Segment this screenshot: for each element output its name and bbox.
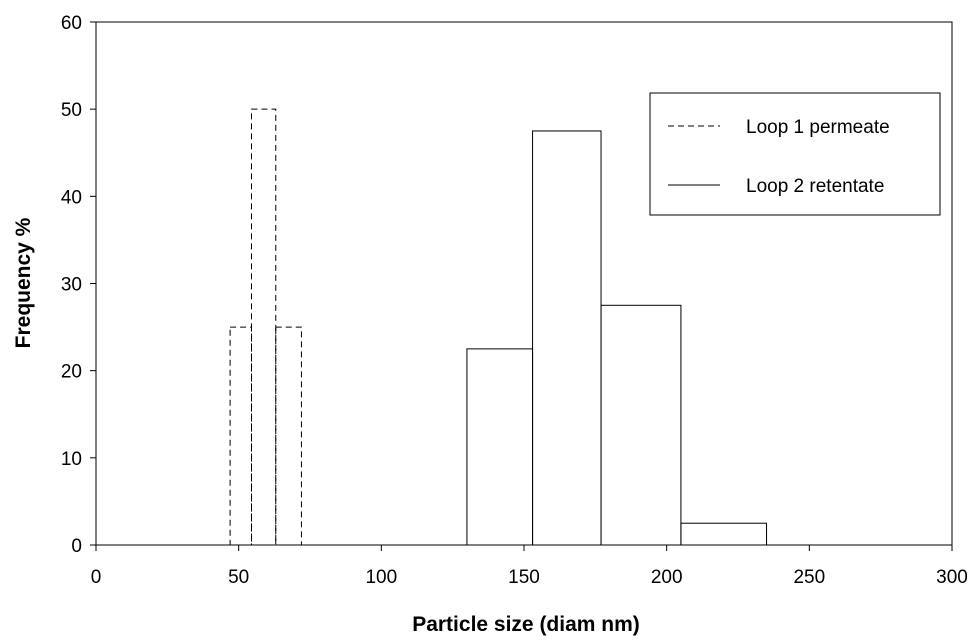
x-tick-label: 50 — [228, 567, 249, 588]
y-tick-label: 50 — [61, 100, 82, 121]
histogram-bar — [680, 522, 768, 546]
histogram-bar — [600, 304, 682, 546]
x-axis-label: Particle size (diam nm) — [412, 613, 640, 636]
x-tick-label: 100 — [365, 567, 397, 588]
x-axis-ticks: 0 50 100 150 200 250 300 — [91, 545, 968, 588]
histogram-bar — [466, 348, 534, 546]
legend-label-loop-1: Loop 1 permeate — [746, 117, 890, 138]
histogram-bar — [532, 130, 602, 546]
x-tick-label: 300 — [936, 567, 968, 588]
histogram-bar — [229, 326, 253, 546]
x-tick-label: 250 — [793, 567, 825, 588]
y-tick-label: 20 — [61, 362, 82, 383]
series-1 — [229, 108, 302, 546]
y-axis-ticks: 0 10 20 30 40 50 60 — [61, 13, 96, 557]
histogram-bar — [251, 108, 277, 546]
y-axis-label: Frequency % — [12, 217, 35, 348]
legend-box — [649, 92, 941, 216]
x-tick-label: 0 — [91, 567, 102, 588]
legend-label-loop-2: Loop 2 retentate — [746, 176, 884, 197]
y-tick-label: 30 — [61, 275, 82, 296]
y-tick-label: 60 — [61, 13, 82, 34]
legend: Loop 1 permeate Loop 2 retentate — [649, 92, 941, 216]
y-tick-label: 0 — [71, 536, 82, 557]
x-tick-label: 200 — [651, 567, 683, 588]
histogram-bar — [275, 326, 302, 546]
y-tick-label: 40 — [61, 187, 82, 208]
series-layer — [229, 108, 768, 546]
series-2 — [466, 130, 768, 546]
y-tick-label: 10 — [61, 449, 82, 470]
x-tick-label: 150 — [508, 567, 540, 588]
